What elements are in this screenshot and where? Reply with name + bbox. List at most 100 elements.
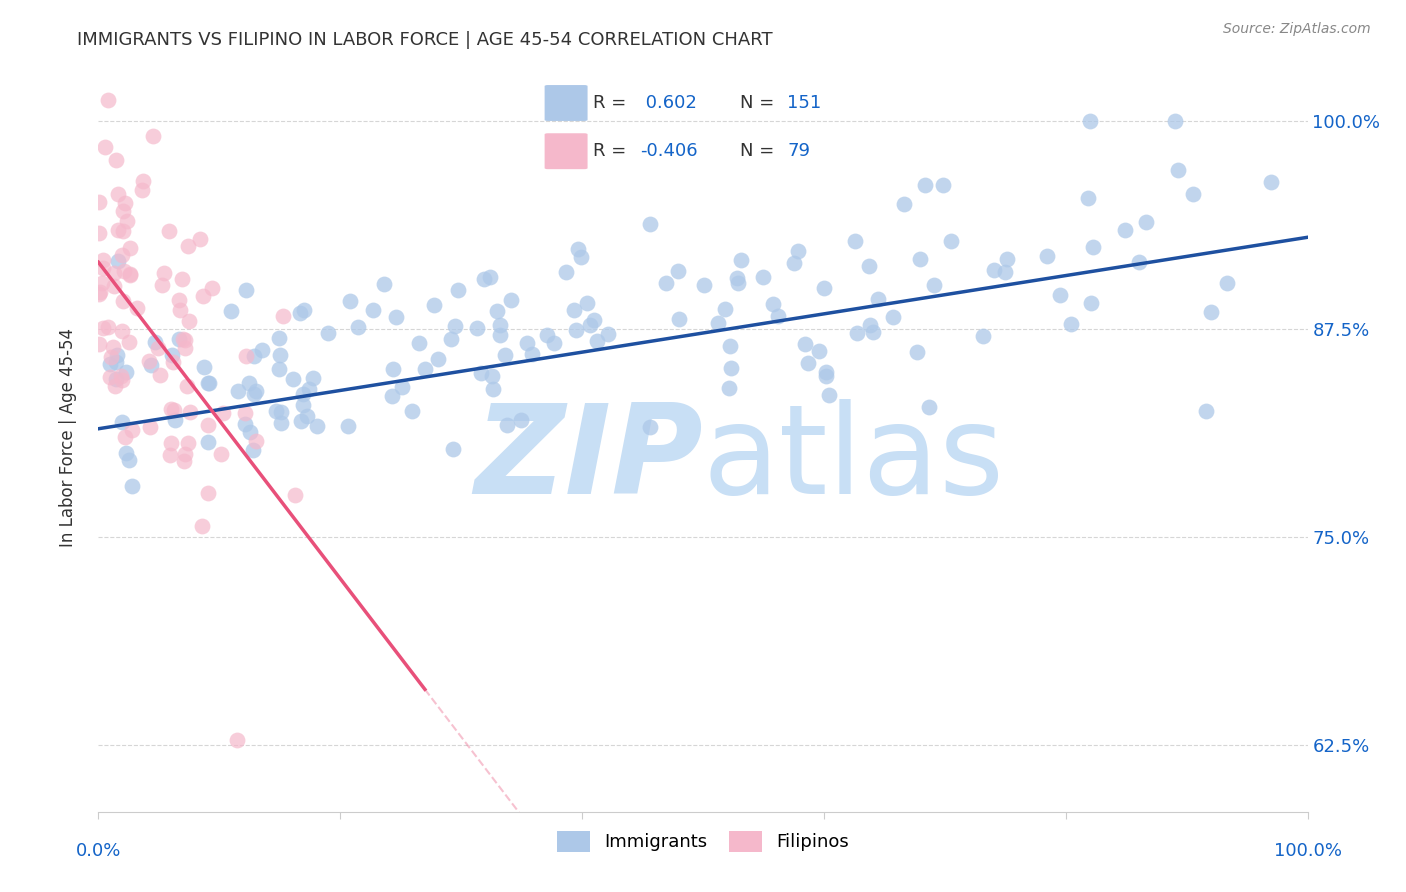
Point — [1114, 222, 1136, 236]
Point — [693, 277, 716, 292]
Point — [408, 336, 430, 351]
Point — [91, 252, 114, 267]
Point — [516, 336, 538, 351]
Point — [638, 420, 661, 434]
Point — [1167, 162, 1189, 177]
Point — [245, 434, 267, 448]
Point — [91, 276, 114, 290]
Point — [160, 348, 183, 362]
Point — [862, 325, 884, 339]
Point — [114, 366, 136, 380]
Point — [846, 326, 869, 340]
Point — [918, 400, 941, 414]
Point — [114, 429, 136, 443]
Point — [305, 419, 328, 434]
Point — [494, 348, 516, 362]
Point — [197, 435, 219, 450]
Point — [115, 445, 138, 459]
Point — [501, 293, 523, 308]
FancyBboxPatch shape — [544, 133, 588, 169]
Point — [793, 337, 815, 351]
Point — [818, 388, 841, 402]
Point — [786, 244, 808, 258]
Point — [162, 355, 184, 369]
Text: 79: 79 — [787, 142, 810, 161]
Point — [908, 252, 931, 266]
Point — [131, 174, 153, 188]
Point — [160, 402, 183, 417]
Point — [995, 252, 1018, 267]
Point — [401, 404, 423, 418]
Point — [465, 321, 488, 335]
Text: 0.602: 0.602 — [641, 94, 697, 112]
Point — [1080, 296, 1102, 310]
Point — [112, 264, 135, 278]
Point — [385, 310, 408, 324]
Point — [893, 196, 915, 211]
Point — [146, 341, 169, 355]
Point — [131, 183, 153, 197]
Point — [298, 382, 321, 396]
Point — [783, 256, 806, 270]
Point — [118, 453, 141, 467]
Point — [1049, 287, 1071, 301]
Point — [717, 381, 740, 395]
Point — [105, 371, 128, 385]
Point — [423, 298, 446, 312]
Point — [555, 265, 578, 279]
Point — [1163, 113, 1185, 128]
Point — [284, 488, 307, 502]
Point — [104, 153, 127, 168]
Text: ZIP: ZIP — [474, 399, 703, 520]
Point — [176, 379, 198, 393]
Point — [565, 323, 588, 337]
Point — [766, 309, 789, 323]
Point — [270, 416, 292, 430]
Point — [1060, 317, 1083, 331]
Point — [104, 355, 127, 369]
Point — [152, 266, 174, 280]
Point — [866, 292, 889, 306]
Point — [382, 362, 405, 376]
Point — [111, 225, 134, 239]
Point — [212, 407, 235, 421]
Point — [235, 349, 257, 363]
Point — [159, 448, 181, 462]
Text: N =: N = — [740, 142, 779, 161]
Point — [1195, 404, 1218, 418]
Point — [668, 264, 690, 278]
Point — [174, 333, 197, 347]
Point — [932, 178, 955, 193]
Point — [177, 436, 200, 450]
Point — [120, 267, 142, 281]
Point — [440, 332, 463, 346]
Point — [197, 485, 219, 500]
Point — [103, 266, 125, 280]
Point — [94, 139, 117, 153]
FancyBboxPatch shape — [544, 85, 588, 121]
Point — [177, 238, 200, 252]
Point — [443, 319, 465, 334]
Point — [472, 272, 495, 286]
Point — [162, 403, 184, 417]
Point — [562, 302, 585, 317]
Point — [441, 442, 464, 456]
Point — [576, 295, 599, 310]
Point — [150, 277, 173, 292]
Point — [242, 349, 264, 363]
Point — [510, 413, 533, 427]
Point — [520, 347, 543, 361]
Point — [169, 303, 191, 318]
Point — [292, 302, 315, 317]
Point — [87, 337, 110, 351]
Text: N =: N = — [740, 94, 779, 112]
Point — [426, 352, 449, 367]
Point — [859, 318, 882, 333]
Point — [1135, 215, 1157, 229]
Text: 151: 151 — [787, 94, 821, 112]
Point — [283, 372, 305, 386]
Point — [160, 436, 183, 450]
Text: R =: R = — [592, 142, 631, 161]
Point — [481, 369, 503, 384]
Point — [381, 389, 404, 403]
